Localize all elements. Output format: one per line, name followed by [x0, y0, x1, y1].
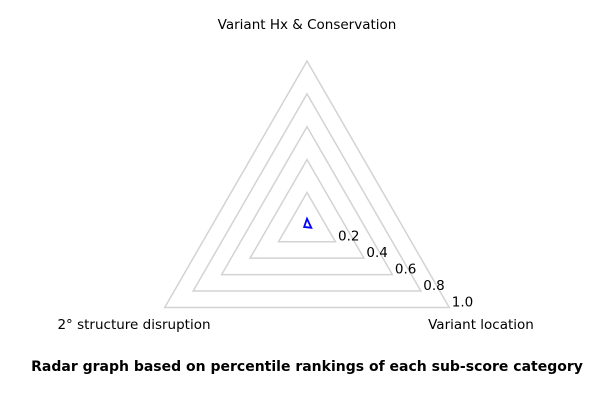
radial-tick-label: 0.8 [423, 278, 444, 294]
radial-tick-label: 0.2 [338, 229, 359, 245]
radar-data-series [302, 216, 313, 229]
gridline-triangle [277, 190, 337, 243]
radial-tick-label: 0.4 [366, 245, 387, 261]
axis-label-secondary-structure-disruption: 2° structure disruption [57, 317, 211, 333]
radial-tick-label: 1.0 [452, 294, 473, 310]
radial-tick-label: 0.6 [395, 262, 416, 278]
data-polygon [302, 216, 313, 229]
radar-tick-labels: 0.2 0.4 0.6 0.8 1.0 [338, 229, 473, 311]
axis-label-variant-location: Variant location [428, 317, 534, 333]
axis-label-variant-hx-conservation: Variant Hx & Conservation [217, 17, 397, 33]
gridline-triangle [163, 59, 451, 309]
gridline-triangle [220, 125, 394, 276]
gridline-triangle [248, 158, 366, 259]
gridline-triangle [191, 92, 423, 292]
radar-gridlines [163, 59, 451, 309]
figure-caption: Radar graph based on percentile rankings… [31, 359, 583, 375]
